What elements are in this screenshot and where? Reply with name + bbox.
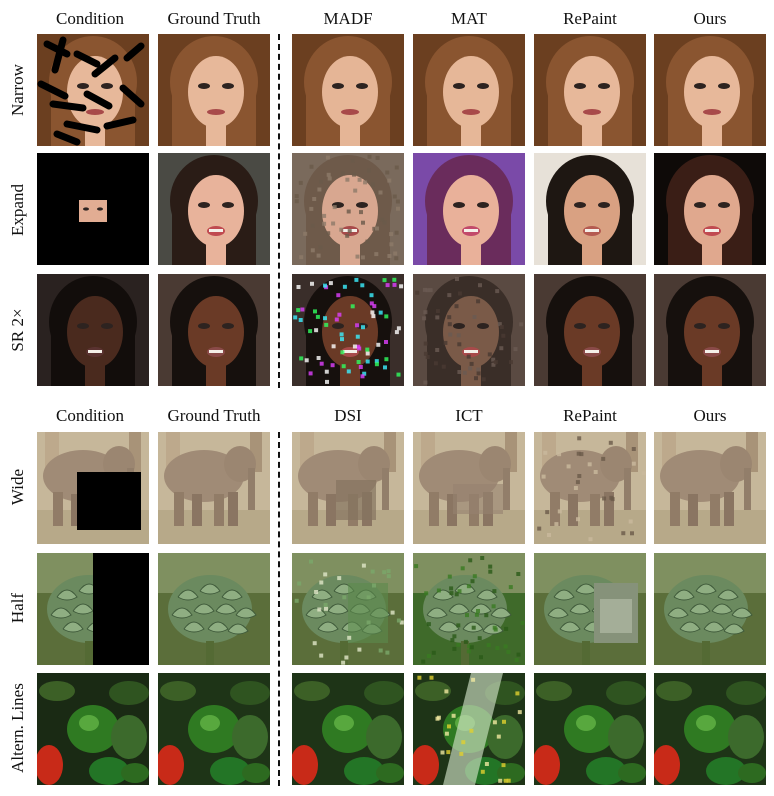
thumb-face-dark-ground-truth: [158, 153, 270, 265]
bottom-header-ict: ICT: [455, 406, 483, 425]
top-header-mat: MAT: [451, 9, 487, 28]
thumb-face-dark-mat: [413, 153, 525, 265]
thumb-face-black-madf: [292, 274, 404, 386]
thumb-face-black-ours: [654, 274, 766, 386]
thumb-peppers-ours: [654, 673, 766, 785]
thumb-peppers-dsi: [292, 673, 404, 785]
thumb-face-dark-repaint: [534, 153, 646, 265]
row-label-expand: Expand: [8, 184, 27, 236]
divider-top: [278, 34, 280, 388]
face-blonde-image: [413, 34, 525, 146]
face-dark-image: [534, 153, 646, 265]
face-black-image: [534, 274, 646, 386]
thumb-face-black-condition: [37, 274, 149, 386]
peppers-image: [413, 673, 525, 785]
thumb-artichoke-dsi: [292, 553, 404, 665]
thumb-artichoke-condition: [37, 553, 149, 665]
face-black-image: [292, 274, 404, 386]
row-label-altern-lines: Altern. Lines: [8, 683, 27, 773]
row-label-half: Half: [8, 592, 27, 624]
elephant-image: [158, 432, 270, 544]
face-black-image: [158, 274, 270, 386]
thumb-artichoke-repaint: [534, 553, 646, 665]
row-label-wide: Wide: [8, 468, 27, 506]
thumb-face-blonde-mat: [413, 34, 525, 146]
face-black-image: [654, 274, 766, 386]
elephant-image: [413, 432, 525, 544]
face-blonde-image: [158, 34, 270, 146]
bottom-header-condition: Condition: [55, 406, 124, 425]
thumb-face-blonde-condition: [37, 34, 149, 146]
divider-bottom: [278, 432, 280, 786]
artichoke-image: [292, 553, 404, 665]
face-black-image: [37, 274, 149, 386]
thumb-peppers-ground-truth: [158, 673, 270, 785]
thumb-face-black-mat: [413, 274, 525, 386]
face-blonde-image: [654, 34, 766, 146]
top-header-condition: Condition: [55, 9, 124, 28]
row-label-sr2x: SR 2×: [8, 308, 27, 352]
face-dark-image: [413, 153, 525, 265]
artichoke-image: [413, 553, 525, 665]
peppers-image: [654, 673, 766, 785]
peppers-image: [37, 673, 149, 785]
thumb-face-black-repaint: [534, 274, 646, 386]
thumb-face-black-ground-truth: [158, 274, 270, 386]
elephant-image: [654, 432, 766, 544]
thumb-face-dark-ours: [654, 153, 766, 265]
peppers-image: [292, 673, 404, 785]
thumb-peppers-condition: [37, 673, 149, 785]
thumb-artichoke-ground-truth: [158, 553, 270, 665]
artichoke-image: [158, 553, 270, 665]
thumb-face-blonde-ours: [654, 34, 766, 146]
top-header-ours: Ours: [693, 9, 727, 28]
top-header-madf: MADF: [323, 9, 373, 28]
artichoke-image: [654, 553, 766, 665]
thumb-artichoke-ours: [654, 553, 766, 665]
peppers-image: [534, 673, 646, 785]
thumb-face-blonde-ground-truth: [158, 34, 270, 146]
elephant-image: [292, 432, 404, 544]
thumb-elephant-dsi: [292, 432, 404, 544]
bottom-header-ground-truth: Ground Truth: [167, 406, 261, 425]
face-dark-image: [654, 153, 766, 265]
bottom-header-dsi: DSI: [334, 406, 362, 425]
face-dark-image: [158, 153, 270, 265]
face-dark-image: [292, 153, 404, 265]
row-label-narrow: Narrow: [8, 64, 27, 116]
peppers-image: [158, 673, 270, 785]
thumb-face-dark-condition: [37, 153, 149, 265]
face-black-image: [413, 274, 525, 386]
face-dark-image: [37, 153, 149, 265]
top-header-ground-truth: Ground Truth: [167, 9, 261, 28]
elephant-image: [37, 432, 149, 544]
bottom-header-ours: Ours: [693, 406, 727, 425]
thumb-elephant-ours: [654, 432, 766, 544]
elephant-image: [534, 432, 646, 544]
thumb-face-blonde-repaint: [534, 34, 646, 146]
thumb-elephant-ground-truth: [158, 432, 270, 544]
artichoke-image: [37, 553, 149, 665]
thumb-peppers-repaint: [534, 673, 646, 785]
thumb-peppers-ict: [413, 673, 525, 785]
thumb-face-blonde-madf: [292, 34, 404, 146]
thumb-elephant-ict: [413, 432, 525, 544]
thumb-face-dark-madf: [292, 153, 404, 265]
thumb-elephant-condition: [37, 432, 149, 544]
thumb-elephant-repaint: [534, 432, 646, 544]
top-header-repaint: RePaint: [563, 9, 617, 28]
artichoke-image: [534, 553, 646, 665]
face-blonde-image: [534, 34, 646, 146]
face-blonde-image: [292, 34, 404, 146]
thumb-artichoke-ict: [413, 553, 525, 665]
bottom-header-repaint: RePaint: [563, 406, 617, 425]
face-blonde-image: [37, 34, 149, 146]
